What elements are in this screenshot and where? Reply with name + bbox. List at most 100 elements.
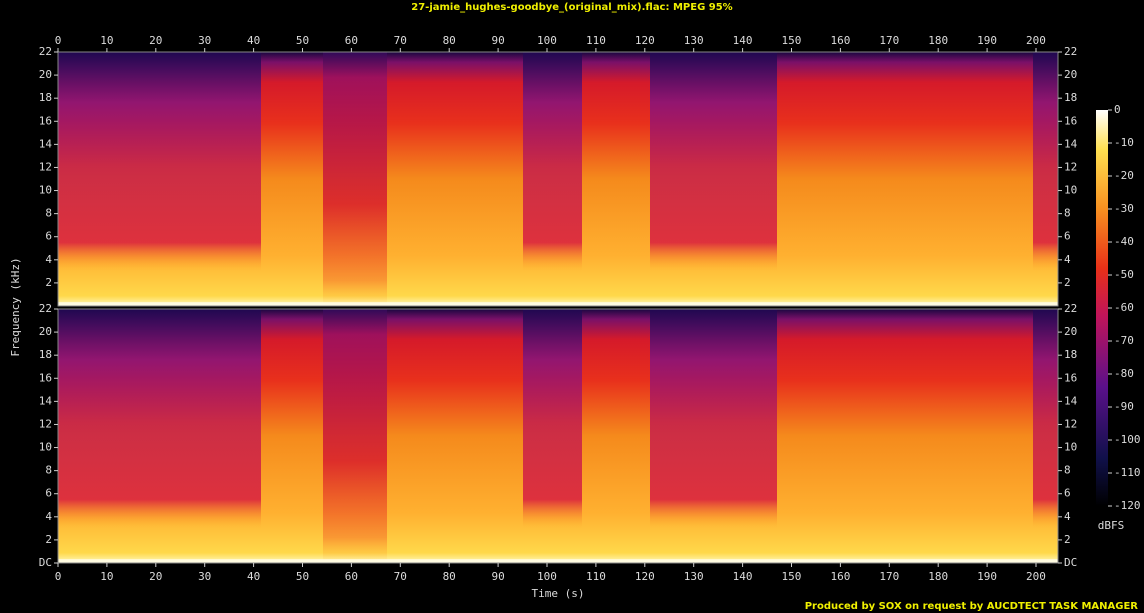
colorbar-tick-label: -70 xyxy=(1114,334,1134,347)
x-tick-label: 10 xyxy=(100,34,113,47)
x-tick-label: 190 xyxy=(977,570,997,583)
y-tick-label: 10 xyxy=(39,184,52,197)
y-tick-label: 8 xyxy=(45,464,52,477)
y-tick-label: 4 xyxy=(1064,510,1071,523)
colorbar-tick-label: -10 xyxy=(1114,136,1134,149)
x-tick-label: 50 xyxy=(296,570,309,583)
y-tick-label: 16 xyxy=(39,114,52,127)
x-tick-label: 150 xyxy=(782,34,802,47)
x-tick-label: 140 xyxy=(733,34,753,47)
x-tick-label: 0 xyxy=(55,34,62,47)
y-tick-label: 22 xyxy=(1064,302,1077,315)
y-tick-label: 12 xyxy=(1064,417,1077,430)
y-tick-label: 16 xyxy=(1064,371,1077,384)
x-tick-label: 110 xyxy=(586,34,606,47)
y-tick-label: 14 xyxy=(39,137,53,150)
x-tick-label: 170 xyxy=(879,570,899,583)
colorbar-label: dBFS xyxy=(1098,519,1125,532)
y-tick-label: 4 xyxy=(45,253,52,266)
plot-frame xyxy=(57,308,1059,564)
x-tick-label: 90 xyxy=(491,34,504,47)
x-tick-label: 100 xyxy=(537,34,557,47)
y-tick-label: 6 xyxy=(45,230,52,243)
x-tick-label: 160 xyxy=(830,34,850,47)
x-tick-label: 180 xyxy=(928,570,948,583)
y-tick-label: 10 xyxy=(1064,441,1077,454)
x-tick-label: 110 xyxy=(586,570,606,583)
y-axis-label: Frequency (kHz) xyxy=(9,257,22,356)
x-tick-label: 40 xyxy=(247,570,260,583)
y-tick-label: 8 xyxy=(1064,464,1071,477)
y-tick-label: 2 xyxy=(1064,533,1071,546)
y-tick-label: 12 xyxy=(39,417,52,430)
colorbar-tick-label: -50 xyxy=(1114,268,1134,281)
x-tick-label: 70 xyxy=(394,570,407,583)
colorbar-tick-label: -110 xyxy=(1114,466,1141,479)
plot-frame xyxy=(57,51,1059,307)
x-tick-label: 80 xyxy=(443,570,456,583)
x-tick-label: 120 xyxy=(635,570,655,583)
colorbar xyxy=(1096,110,1108,506)
y-tick-label: 12 xyxy=(39,160,52,173)
x-tick-label: 20 xyxy=(149,570,162,583)
y-tick-label: 20 xyxy=(39,68,52,81)
y-tick-label: 22 xyxy=(39,45,52,58)
y-tick-label: 2 xyxy=(45,276,52,289)
x-tick-label: 190 xyxy=(977,34,997,47)
y-tick-label: 8 xyxy=(45,207,52,220)
colorbar-tick-label: -60 xyxy=(1114,301,1134,314)
x-tick-label: 30 xyxy=(198,570,211,583)
chart-title: 27-jamie_hughes-goodbye_(original_mix).f… xyxy=(411,2,732,13)
x-tick-label: 80 xyxy=(443,34,456,47)
y-tick-label: 6 xyxy=(45,487,52,500)
colorbar-tick-label: -40 xyxy=(1114,235,1134,248)
y-tick-label: 2 xyxy=(45,533,52,546)
x-tick-label: 70 xyxy=(394,34,407,47)
y-tick-label: 12 xyxy=(1064,160,1077,173)
x-tick-label: 50 xyxy=(296,34,309,47)
x-tick-label: 160 xyxy=(830,570,850,583)
x-tick-label: 200 xyxy=(1026,570,1046,583)
y-tick-label: 22 xyxy=(39,302,52,315)
colorbar-tick-label: -100 xyxy=(1114,433,1141,446)
y-tick-label: 10 xyxy=(1064,184,1077,197)
spectrogram-channel xyxy=(58,309,1058,563)
x-tick-label: 140 xyxy=(733,570,753,583)
x-tick-label: 30 xyxy=(198,34,211,47)
y-tick-label: 18 xyxy=(39,348,52,361)
x-tick-label: 130 xyxy=(684,34,704,47)
footer: Produced by SOX on request by AUCDTECT T… xyxy=(805,601,1139,612)
y-tick-label: 6 xyxy=(1064,230,1071,243)
spectrogram-channel xyxy=(58,52,1058,306)
y-tick-label: DC xyxy=(39,556,52,569)
y-tick-label: 14 xyxy=(39,394,53,407)
y-tick-label: 14 xyxy=(1064,137,1078,150)
colorbar-tick-label: -90 xyxy=(1114,400,1134,413)
y-tick-label: 2 xyxy=(1064,276,1071,289)
y-tick-label: 18 xyxy=(1064,348,1077,361)
x-tick-label: 20 xyxy=(149,34,162,47)
y-tick-label: 20 xyxy=(1064,68,1077,81)
y-tick-label: 8 xyxy=(1064,207,1071,220)
colorbar-tick-label: -120 xyxy=(1114,499,1141,512)
x-axis-label: Time (s) xyxy=(532,587,585,600)
x-tick-label: 0 xyxy=(55,570,62,583)
y-tick-label: 6 xyxy=(1064,487,1071,500)
x-tick-label: 10 xyxy=(100,570,113,583)
x-tick-label: 150 xyxy=(782,570,802,583)
x-tick-label: 90 xyxy=(491,570,504,583)
y-tick-label: 22 xyxy=(1064,45,1077,58)
x-tick-label: 200 xyxy=(1026,34,1046,47)
y-tick-label: 4 xyxy=(1064,253,1071,266)
x-tick-label: 60 xyxy=(345,570,358,583)
y-tick-label: 20 xyxy=(39,325,52,338)
colorbar-tick-label: 0 xyxy=(1114,103,1121,116)
colorbar-tick-label: -80 xyxy=(1114,367,1134,380)
colorbar-tick-label: -30 xyxy=(1114,202,1134,215)
y-tick-label: 16 xyxy=(1064,114,1077,127)
y-tick-label: 16 xyxy=(39,371,52,384)
y-tick-label: 20 xyxy=(1064,325,1077,338)
x-tick-label: 180 xyxy=(928,34,948,47)
y-tick-label: 10 xyxy=(39,441,52,454)
